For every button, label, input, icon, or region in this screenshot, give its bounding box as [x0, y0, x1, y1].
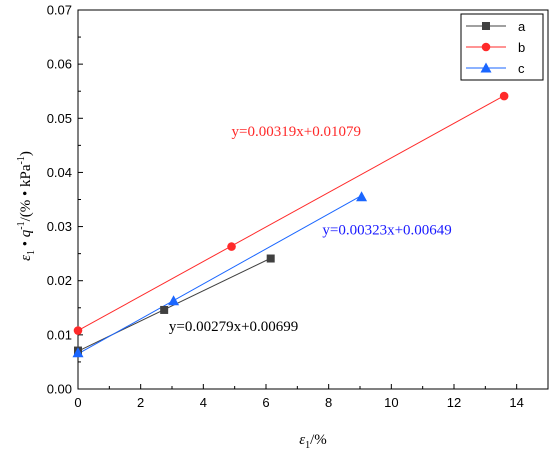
legend-marker-b [481, 42, 491, 52]
point-c [168, 295, 180, 306]
point-a [266, 254, 275, 263]
y-tick-label: 0.00 [47, 382, 72, 397]
y-tick-label: 0.06 [47, 57, 72, 72]
x-tick-label: 14 [509, 395, 523, 410]
legend-label-a: a [518, 19, 526, 34]
y-tick-label: 0.05 [47, 111, 72, 126]
point-b [227, 242, 236, 251]
y-axis-title: ε1 • q-1/(% • kPa-1) [16, 151, 37, 261]
point-c [356, 191, 368, 202]
x-tick-label: 4 [200, 395, 207, 410]
point-b [499, 91, 509, 101]
x-tick-label: 10 [384, 395, 398, 410]
equation-a: y=0.00279x+0.00699 [169, 319, 298, 335]
x-tick-label: 12 [447, 395, 461, 410]
x-tick-label: 2 [137, 395, 144, 410]
x-tick-label: 8 [325, 395, 332, 410]
y-tick-label: 0.02 [47, 273, 72, 288]
equation-c: y=0.00323x+0.00649 [322, 223, 451, 239]
point-b [73, 326, 83, 335]
equations: y=0.00319x+0.01079 y=0.00323x+0.00649 y=0.… [169, 124, 452, 335]
y-tick-label: 0.07 [47, 3, 72, 18]
legend-marker-a [482, 22, 490, 30]
legend-label-b: b [518, 40, 525, 55]
x-tick-label: 6 [262, 395, 269, 410]
axes: 0 2 4 6 8 10 12 14 0.00 0.01 0.02 0.03 0.04 0.05 0.06 0… [47, 3, 549, 410]
x-axis-title: ε1/% [299, 432, 327, 451]
point-c [72, 347, 84, 358]
x-tick-label: 0 [74, 395, 81, 410]
legend-label-c: c [518, 61, 525, 76]
legend: abc [460, 13, 544, 81]
fit-line-c [77, 195, 362, 355]
y-tick-label: 0.03 [47, 219, 72, 234]
point-a [160, 305, 169, 314]
equation-b: y=0.00319x+0.01079 [232, 124, 361, 140]
legend-marker-c [480, 62, 492, 73]
data-markers [72, 91, 509, 358]
fit-line-b [77, 95, 505, 332]
y-tick-label: 0.01 [47, 327, 72, 342]
y-tick-label: 0.04 [47, 165, 72, 180]
